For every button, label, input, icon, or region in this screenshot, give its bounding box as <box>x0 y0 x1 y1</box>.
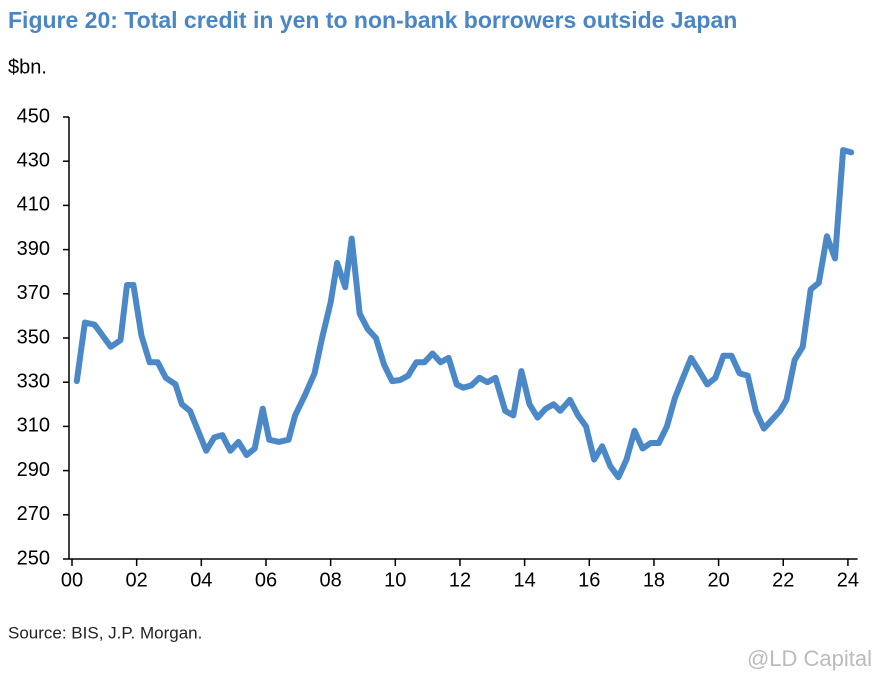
watermark: @LD Capital <box>747 646 872 671</box>
x-tick-label: 00 <box>61 569 83 591</box>
x-tick-label: 22 <box>772 569 794 591</box>
x-tick-label: 04 <box>190 569 212 591</box>
y-tick-label: 430 <box>17 149 50 171</box>
x-tick-label: 02 <box>126 569 148 591</box>
x-tick-label: 16 <box>578 569 600 591</box>
y-axis-label: $bn. <box>8 56 47 78</box>
y-tick-label: 250 <box>17 547 50 569</box>
x-tick-label: 06 <box>255 569 277 591</box>
chart-title: Figure 20: Total credit in yen to non-ba… <box>8 7 737 33</box>
x-tick-label: 18 <box>643 569 665 591</box>
x-tick-label: 24 <box>837 569 859 591</box>
y-tick-label: 410 <box>17 194 50 216</box>
y-tick-label: 290 <box>17 459 50 481</box>
x-tick-label: 10 <box>384 569 406 591</box>
x-tick-label: 08 <box>320 569 342 591</box>
y-tick-label: 270 <box>17 503 50 525</box>
x-tick-label: 12 <box>449 569 471 591</box>
y-tick-label: 390 <box>17 238 50 260</box>
y-tick-label: 350 <box>17 326 50 348</box>
source-note: Source: BIS, J.P. Morgan. <box>8 623 202 642</box>
y-tick-label: 330 <box>17 370 50 392</box>
x-tick-label: 20 <box>707 569 729 591</box>
data-line <box>73 147 855 481</box>
x-tick-label: 14 <box>513 569 535 591</box>
y-tick-label: 450 <box>17 105 50 127</box>
y-tick-label: 310 <box>17 415 50 437</box>
y-tick-label: 370 <box>17 282 50 304</box>
